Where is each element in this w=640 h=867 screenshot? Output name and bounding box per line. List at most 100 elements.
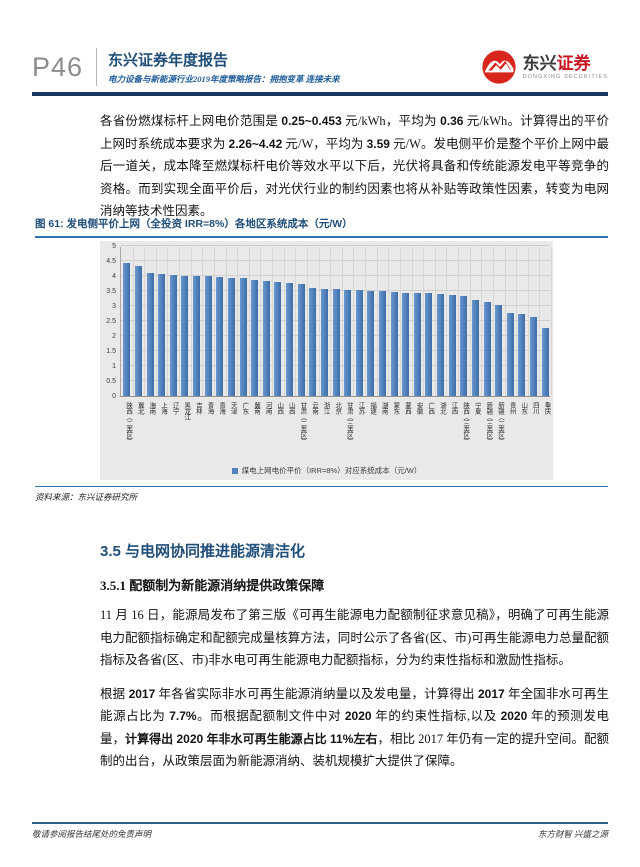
text-run: 年的约束性指标,以及: [371, 709, 501, 723]
text-run: 元/W。发电侧平价是整个平价上网中最后一道关，成本降至燃煤标杆电价等效水平以下后…: [100, 136, 609, 219]
x-tick-label: 山西: [287, 402, 295, 414]
y-tick-label: 1: [112, 363, 116, 370]
x-tick-label: 冀北: [136, 402, 144, 414]
gridline-horizontal: [121, 275, 550, 276]
gridline-vertical: [330, 247, 332, 396]
bar-辽宁: [169, 275, 177, 396]
x-tick-label: 青海: [217, 402, 225, 414]
figure-bottom-rule: [35, 486, 608, 487]
header-rule: [32, 92, 608, 96]
text-run: 年的预测发电量，: [100, 709, 609, 746]
bar-江西: [448, 294, 456, 396]
x-tick-label: 四川: [531, 402, 539, 414]
x-tick-label: 甘肃（三类区）: [345, 402, 353, 444]
y-tick-label: 2: [112, 333, 116, 340]
y-tick-label: 3: [112, 303, 116, 310]
x-tick-label: 湖北: [438, 402, 446, 414]
bar-青海: [204, 276, 212, 396]
gridline-horizontal: [121, 245, 550, 246]
gridline-vertical: [516, 247, 518, 396]
text-run: 。而根据配额制文件中对: [196, 709, 345, 723]
x-tick-label: 青海: [205, 402, 213, 414]
logo-cn-red: 证券: [556, 53, 591, 73]
brand-logo: 东兴证券 DONGXING SECURITIES: [481, 49, 608, 85]
x-tick-label: 新疆（二类区）: [496, 402, 504, 444]
bar-海南: [146, 273, 154, 396]
report-title: 东兴证券年度报告: [108, 52, 229, 69]
x-tick-label: 云南: [310, 402, 318, 414]
legend-swatch-icon: [231, 467, 238, 474]
x-tick-label: 北京: [333, 402, 341, 414]
text-run: 年各省实际非水可再生能源消纳量以及发电量，计算得出: [155, 686, 478, 701]
x-tick-label: 广西: [426, 402, 434, 414]
x-tick-label: 广东: [240, 402, 248, 414]
x-tick-label: 湖南: [380, 402, 388, 414]
gridline-vertical: [144, 247, 146, 396]
text-run: 元/kWh。计算得出的平价上网时系统成本要求为: [100, 114, 609, 151]
y-tick-label: 0.5: [106, 378, 116, 385]
gridline-vertical: [190, 247, 192, 396]
footer-slogan: 东方财智 兴盛之源: [537, 829, 608, 839]
logo-en: DONGXING SECURITIES: [522, 73, 608, 80]
x-tick-label: 宁夏: [473, 402, 481, 414]
gridline-vertical: [260, 247, 262, 396]
intro-paragraph: 各省份燃煤标杆上网电价范围是 0.25~0.453 元/kWh，平均为 0.36…: [100, 110, 609, 223]
bar-广西: [425, 293, 433, 396]
x-tick-label: 甘肃（二类区）: [298, 402, 306, 444]
gridline-vertical: [458, 247, 460, 396]
text-run: 根据: [100, 686, 129, 701]
section-heading-35: 3.5 与电网协同推进能源清洁化: [100, 543, 306, 560]
bar-陕西（二类区）: [123, 263, 131, 396]
gridline-vertical: [272, 247, 274, 396]
x-tick-label: 贵州: [508, 402, 516, 414]
y-tick-label: 2.5: [106, 318, 116, 325]
emphasis-text: 3.59: [366, 136, 390, 151]
x-tick-label: 江西: [450, 402, 457, 414]
gridline-vertical: [388, 247, 390, 396]
x-tick-label: 吉林: [194, 402, 202, 414]
bar-重庆: [541, 328, 549, 396]
bar-湖南: [378, 291, 386, 396]
y-tick-label: 3.5: [106, 288, 116, 295]
gridline-horizontal: [121, 260, 550, 261]
y-tick-label: 4.5: [106, 258, 116, 265]
bar-江苏: [355, 290, 363, 396]
x-tick-label: 冀南: [252, 402, 260, 414]
emphasis-text: 0.36: [440, 114, 464, 128]
legend-label: 煤电上网电价平价（IRR=8%）对应系统成本（元/W）: [241, 466, 422, 475]
footer-rule: [32, 822, 608, 824]
gridline-vertical: [155, 247, 157, 396]
bar-河南: [262, 281, 270, 396]
page-footer: 敬请参阅报告结尾处的免责声明 东方财智 兴盛之源: [32, 828, 608, 840]
bar-贵州: [506, 313, 514, 396]
brand-logo-text: 东兴证券 DONGXING SECURITIES: [523, 55, 608, 80]
brand-logo-icon: [481, 50, 516, 84]
x-tick-label: 蒙东: [391, 402, 399, 414]
bar-宁夏: [471, 300, 479, 396]
gridline-vertical: [306, 247, 308, 396]
bar-黑龙江: [181, 275, 189, 396]
chart-legend: 煤电上网电价平价（IRR=8%）对应系统成本（元/W）: [100, 465, 553, 476]
x-tick-label: 陕西（三类区）: [461, 402, 469, 444]
emphasis-text: 7.7%: [169, 709, 197, 723]
y-tick-label: 1.5: [106, 348, 116, 355]
gridline-vertical: [411, 247, 413, 396]
x-tick-label: 江苏: [357, 402, 365, 414]
emphasis-text: 2.26~4.42: [228, 136, 283, 151]
emphasis-text: 0.25~0.453: [281, 114, 342, 128]
text-run: 各省份燃煤标杆上网电价范围是: [100, 114, 282, 128]
gridline-vertical: [225, 247, 227, 396]
gridline-vertical: [132, 247, 134, 396]
x-tick-label: 福建: [368, 402, 376, 414]
bar-云南: [309, 288, 317, 396]
text-run: ，相比 2017 年仍有一定的提升空间。配额制的出台，从政策层面为新能源消纳、装…: [100, 731, 609, 769]
bar-吉林: [193, 275, 201, 396]
x-tick-label: 辽宁: [171, 402, 179, 414]
gridline-vertical: [492, 247, 494, 396]
gridline-vertical: [399, 247, 401, 396]
bar-蒙东: [390, 292, 398, 396]
bar-山东: [518, 313, 526, 396]
page-number: P46: [32, 51, 84, 82]
gridline-vertical: [469, 247, 471, 396]
